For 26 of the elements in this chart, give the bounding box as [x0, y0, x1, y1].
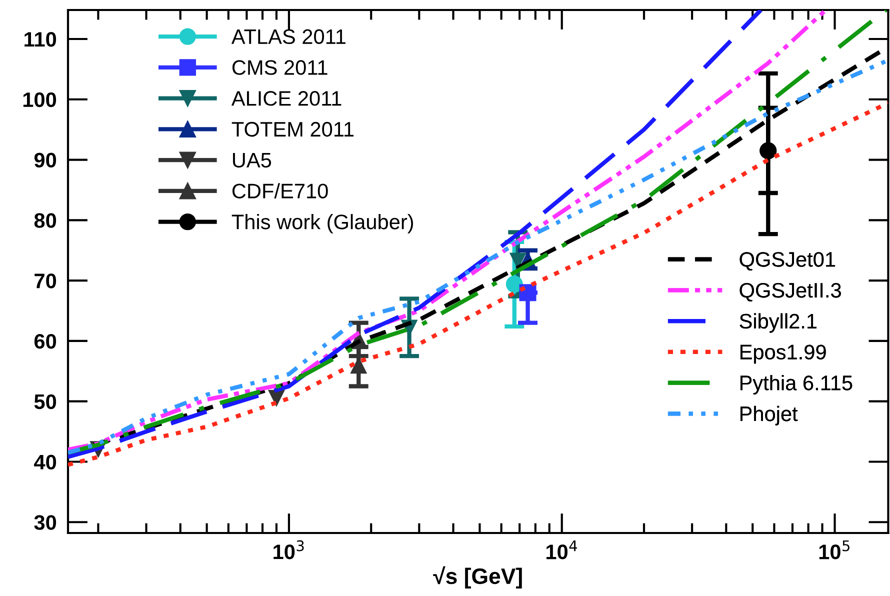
- x-axis-title: √s [GeV]: [433, 566, 522, 588]
- legend-label: ALICE 2011: [231, 91, 342, 106]
- y-tick-label: 90: [34, 152, 56, 168]
- legend-label: CMS 2011: [232, 60, 328, 75]
- y-tick-label: 110: [24, 32, 56, 47]
- legend-label: Phojet: [740, 406, 798, 426]
- legend-label: Epos1.99: [740, 344, 826, 364]
- legend-label: UA5: [233, 153, 272, 168]
- legend-label: TOTEM 2011: [232, 122, 354, 137]
- legend-label: CDF/E710: [232, 183, 328, 198]
- legend-label: Pythia 6.115: [740, 375, 852, 394]
- legend-label: Sibyll2.1: [740, 313, 817, 333]
- y-tick-label: 50: [34, 394, 56, 410]
- y-tick-label: 40: [34, 454, 56, 470]
- y-tick-label: 80: [34, 213, 56, 228]
- y-tick-label: 60: [34, 334, 56, 349]
- y-tick-label: 30: [34, 515, 56, 530]
- y-tick-label: 70: [34, 274, 56, 288]
- x-tick-label: 10$^{5}$: [819, 540, 850, 560]
- x-tick-label: 10$^{4}$: [546, 540, 578, 560]
- legend-label: ATLAS 2011: [231, 29, 346, 44]
- legend-label: This work (Glauber): [232, 214, 414, 234]
- y-tick-label: 100: [23, 92, 56, 108]
- legend-label: QGSJetII.3: [740, 282, 841, 302]
- x-tick-label: 10$^{3}$: [274, 540, 304, 560]
- legend-label: QGSJet01: [740, 252, 836, 271]
